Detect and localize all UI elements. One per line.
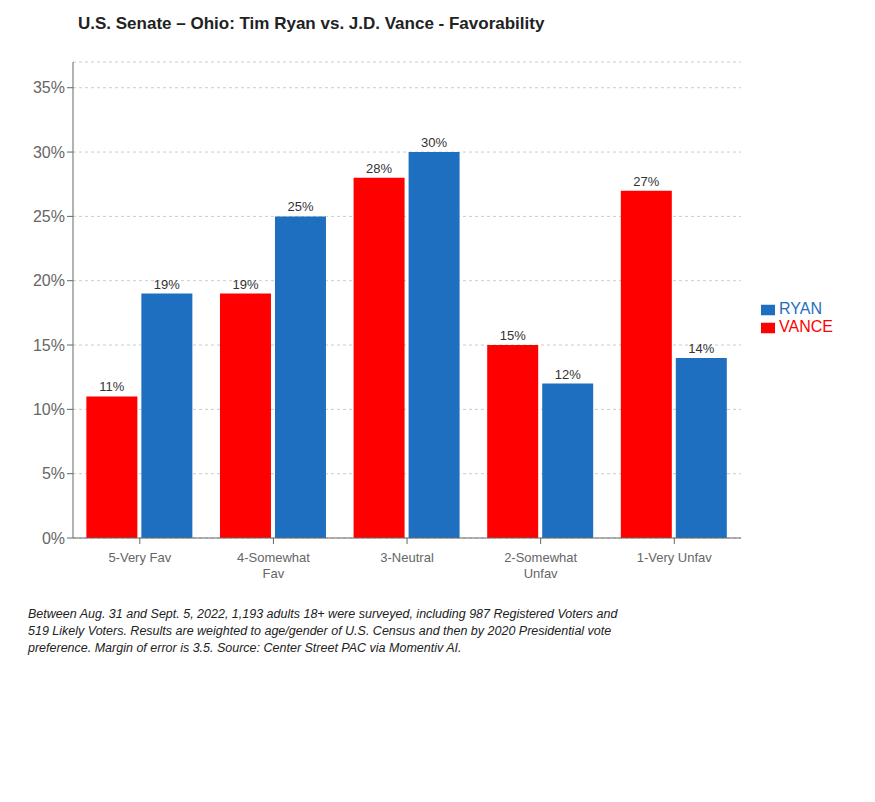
svg-text:15%: 15% — [500, 328, 526, 343]
svg-text:25%: 25% — [33, 208, 65, 225]
svg-text:1-Very Unfav: 1-Very Unfav — [637, 550, 713, 565]
svg-text:14%: 14% — [688, 341, 714, 356]
svg-text:11%: 11% — [99, 379, 124, 394]
svg-text:10%: 10% — [33, 401, 65, 418]
svg-text:25%: 25% — [287, 199, 313, 214]
svg-text:30%: 30% — [421, 135, 447, 150]
svg-text:28%: 28% — [366, 161, 392, 176]
svg-text:12%: 12% — [555, 367, 581, 382]
svg-text:5%: 5% — [42, 465, 65, 482]
svg-text:19%: 19% — [154, 277, 180, 292]
svg-text:2-SomewhatUnfav: 2-SomewhatUnfav — [504, 550, 577, 581]
svg-text:3-Neutral: 3-Neutral — [380, 550, 434, 565]
html-text:U.S. Senate – Ohio: Tim Ryan v: U.S. Senate – Ohio: Tim Ryan vs. J.D. Va… — [78, 14, 545, 33]
svg-text:20%: 20% — [33, 272, 65, 289]
svg-text:35%: 35% — [33, 79, 65, 96]
svg-text:4-SomewhatFav: 4-SomewhatFav — [237, 550, 310, 581]
html-text:Between Aug. 31 and Sept. 5, 2: Between Aug. 31 and Sept. 5, 2022, 1,193… — [28, 607, 618, 655]
svg-text:30%: 30% — [33, 144, 65, 161]
svg-text:15%: 15% — [33, 337, 65, 354]
svg-text:5-Very Fav: 5-Very Fav — [108, 550, 171, 565]
html-text:RYAN: RYAN — [779, 300, 822, 317]
svg-text:19%: 19% — [232, 277, 258, 292]
html-text:VANCE: VANCE — [779, 318, 833, 335]
svg-text:27%: 27% — [633, 174, 659, 189]
svg-text:0%: 0% — [42, 530, 65, 547]
